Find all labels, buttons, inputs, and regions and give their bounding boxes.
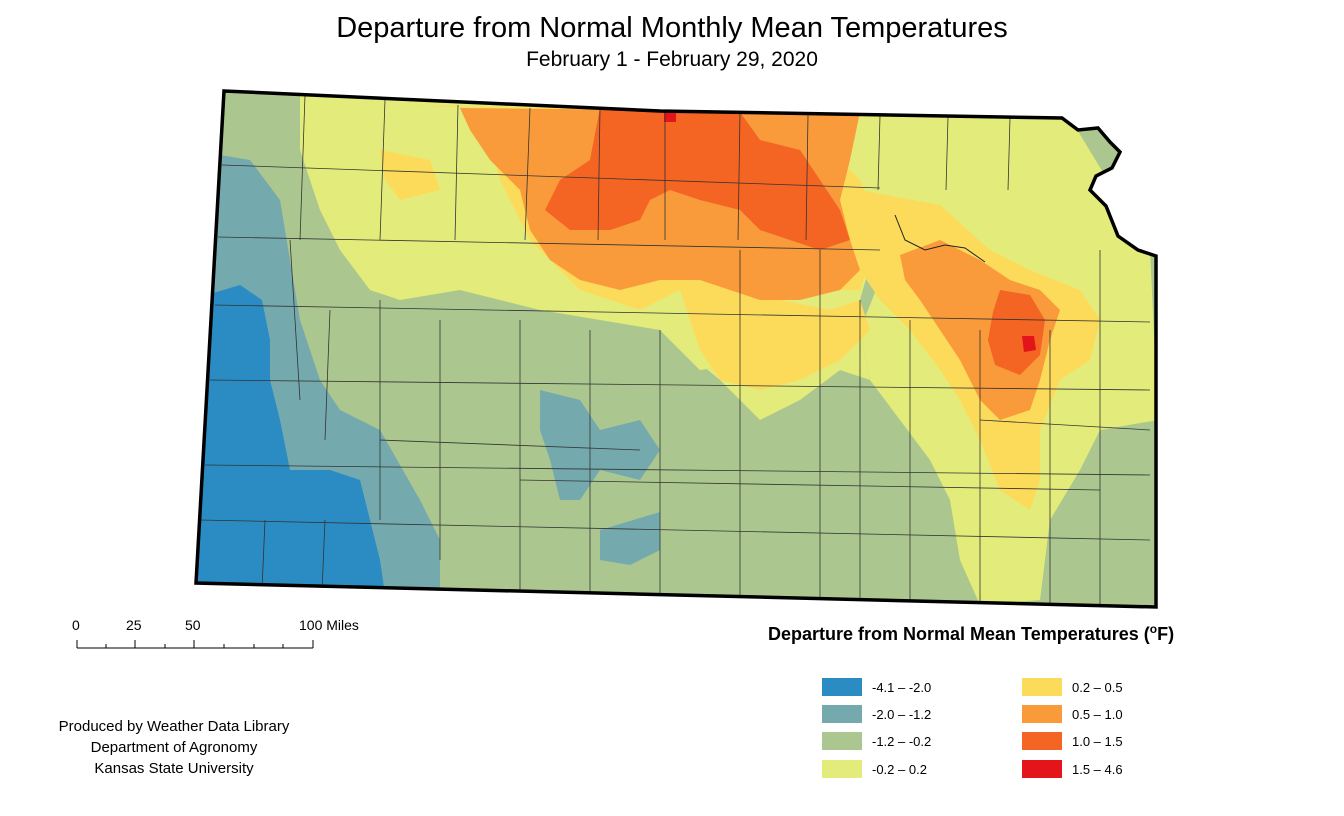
scale-label-0: 0: [72, 617, 80, 633]
scale-label-50: 50: [185, 617, 201, 633]
zone-minus4.1-to-minus2.0-southwest: [196, 285, 385, 595]
scale-label-25: 25: [126, 617, 142, 633]
river-line: [894, 214, 986, 263]
temperature-zones: [196, 91, 1156, 607]
zone-minus2.0-to-minus1.2-central: [540, 390, 660, 565]
credit-line-2: Department of Agronomy: [90, 739, 258, 756]
zone-1.0-to-1.5-east: [988, 290, 1045, 375]
legend-label: -1.2 – -0.2: [872, 733, 932, 749]
legend-title: Departure from Normal Mean Temperatures …: [768, 622, 1175, 644]
legend-item: 0.5 – 1.0: [1022, 704, 1123, 724]
legend-item: -2.0 – -1.2: [822, 704, 931, 724]
legend-label: 0.5 – 1.0: [1072, 706, 1123, 722]
county-boundaries: [199, 94, 1151, 605]
legend-item: -1.2 – -0.2: [822, 731, 931, 751]
legend-swatch: [1022, 678, 1062, 696]
legend-item: 1.0 – 1.5: [1022, 731, 1123, 751]
zone-1.5-to-4.6-east: [1022, 336, 1036, 352]
legend-swatch: [1022, 732, 1062, 750]
zone-0.2-to-0.5-central: [680, 290, 870, 390]
legend-label: -4.1 – -2.0: [872, 679, 932, 695]
legend-swatch: [1022, 705, 1062, 723]
map-title: Departure from Normal Monthly Mean Tempe…: [336, 12, 1008, 44]
credits-block: Produced by Weather Data Library Departm…: [38, 716, 310, 779]
zone-1.5-to-4.6-north: [664, 110, 676, 122]
legend-item: 1.5 – 4.6: [1022, 759, 1123, 779]
credit-line-1: Produced by Weather Data Library: [58, 718, 290, 735]
legend-label: 0.2 – 0.5: [1072, 679, 1123, 695]
legend-label: 1.5 – 4.6: [1072, 761, 1123, 777]
credit-line-3: Kansas State University: [94, 760, 254, 777]
legend-label: -0.2 – 0.2: [872, 761, 927, 777]
legend-item: 0.2 – 0.5: [1022, 677, 1123, 697]
legend-item: -4.1 – -2.0: [822, 677, 931, 697]
legend-item: -0.2 – 0.2: [822, 759, 927, 779]
legend-swatch: [822, 732, 862, 750]
legend-swatch: [1022, 760, 1062, 778]
legend-swatch: [822, 678, 862, 696]
scale-label-100-miles: 100 Miles: [299, 617, 359, 633]
zone-1.0-to-1.5-north: [545, 108, 850, 250]
legend-swatch: [822, 705, 862, 723]
legend-swatch: [822, 760, 862, 778]
kansas-state-outline: [194, 89, 1158, 609]
scale-bar: [76, 640, 314, 649]
legend-label: -2.0 – -1.2: [872, 706, 932, 722]
map-subtitle: February 1 - February 29, 2020: [526, 48, 818, 71]
legend-label: 1.0 – 1.5: [1072, 733, 1123, 749]
